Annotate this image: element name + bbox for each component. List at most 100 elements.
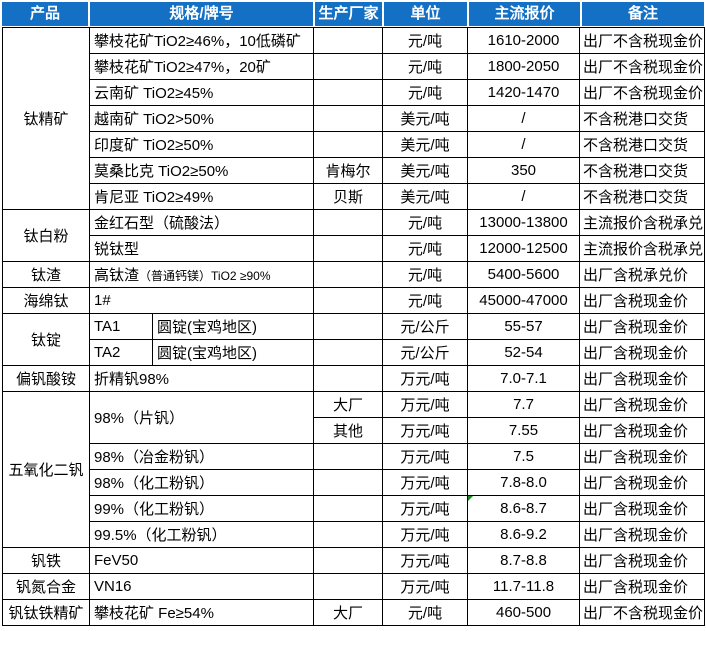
price-cell: 7.5	[467, 443, 581, 470]
unit-cell: 万元/吨	[382, 469, 469, 496]
maker-cell: 大厂	[313, 391, 384, 418]
product-cell: 钛渣	[2, 261, 90, 288]
note-cell: 出厂含税现金价	[579, 547, 706, 574]
note-cell: 主流报价含税承兑	[579, 235, 706, 262]
note-cell: 出厂不含税现金价	[579, 27, 706, 54]
product-cell: 海绵钛	[2, 287, 90, 314]
spec-cell: 印度矿 TiO2≥50%	[88, 131, 315, 158]
table-row: 五氧化二钒 98%（片钒） 大厂 万元/吨 7.7 出厂含税现金价	[2, 391, 706, 548]
price-cell: 45000-47000	[467, 287, 581, 314]
price-cell: 8.6-9.2	[467, 521, 581, 548]
unit-cell: 元/吨	[382, 79, 469, 106]
table-row: 钛渣 高钛渣（普通钙镁）TiO2 ≥90% 元/吨 5400-5600 出厂含税…	[2, 261, 706, 288]
header-spec: 规格/牌号	[90, 2, 313, 26]
note-cell: 出厂不含税现金价	[579, 53, 706, 80]
spec-cell: 99%（化工粉钒）	[88, 495, 315, 522]
spec-cell: 折精钒98%	[88, 365, 315, 392]
maker-cell	[313, 469, 384, 496]
table-row: 偏钒酸铵 折精钒98% 万元/吨 7.0-7.1 出厂含税现金价	[2, 365, 706, 392]
unit-cell: 万元/吨	[382, 573, 469, 600]
maker-cell: 肯梅尔	[313, 157, 384, 184]
price-cell: 7.7	[467, 391, 581, 418]
note-cell: 不含税港口交货	[579, 105, 706, 132]
spec-cell: FeV50	[88, 547, 315, 574]
spec-cell: 98%（片钒）	[88, 391, 315, 444]
price-cell: 13000-13800	[467, 209, 581, 236]
price-cell: 7.55	[467, 417, 581, 444]
maker-cell	[313, 131, 384, 158]
table-row: 攀枝花矿TiO2≥47%，20矿 元/吨 1800-2050 出厂不含税现金价	[3, 53, 706, 80]
table-row: 钒氮合金 VN16 万元/吨 11.7-11.8 出厂含税现金价	[2, 573, 706, 600]
spec-cell: 肯尼亚 TiO2≥49%	[88, 183, 315, 210]
price-table: 钛精矿 攀枝花矿TiO2≥46%，10低磷矿 元/吨 1610-2000 出厂不…	[2, 27, 706, 626]
table-row: 海绵钛 1# 元/吨 45000-47000 出厂含税现金价	[2, 287, 706, 314]
table-header-row: 产品 规格/牌号 生产厂家 单位 主流报价 备注	[2, 2, 704, 26]
table-row: 钒铁 FeV50 万元/吨 8.7-8.8 出厂含税现金价	[2, 547, 706, 574]
table-row: 印度矿 TiO2≥50% 美元/吨 / 不含税港口交货	[3, 131, 706, 158]
maker-cell	[313, 339, 384, 366]
price-cell: 11.7-11.8	[467, 573, 581, 600]
maker-cell	[313, 495, 384, 522]
price-cell: 8.6-8.7	[467, 495, 581, 522]
note-cell: 主流报价含税承兑	[579, 209, 706, 236]
unit-cell: 美元/吨	[382, 131, 469, 158]
table-row: 99%（化工粉钒） 万元/吨 8.6-8.7 出厂含税现金价	[3, 495, 706, 522]
note-cell: 出厂含税现金价	[579, 365, 706, 392]
note-cell: 出厂含税现金价	[579, 495, 706, 522]
note-cell: 出厂含税现金价	[579, 287, 706, 314]
maker-cell	[313, 287, 384, 314]
spec-cell: 98%（化工粉钒）	[88, 469, 315, 496]
unit-cell: 元/吨	[382, 235, 469, 262]
table-row: 云南矿 TiO2≥45% 元/吨 1420-1470 出厂不含税现金价	[3, 79, 706, 106]
table-row: 99.5%（化工粉钒） 万元/吨 8.6-9.2 出厂含税现金价	[3, 521, 706, 548]
price-cell: 1800-2050	[467, 53, 581, 80]
price-cell: 8.7-8.8	[467, 547, 581, 574]
unit-cell: 元/吨	[382, 599, 469, 626]
header-product: 产品	[2, 2, 88, 26]
table-row: 钛精矿 攀枝花矿TiO2≥46%，10低磷矿 元/吨 1610-2000 出厂不…	[2, 27, 706, 210]
note-cell: 出厂含税现金价	[579, 521, 706, 548]
unit-cell: 万元/吨	[382, 547, 469, 574]
maker-cell	[313, 573, 384, 600]
note-cell: 出厂含税现金价	[579, 417, 706, 444]
spec-cell: 金红石型（硫酸法）	[88, 209, 315, 236]
price-table-sheet: 产品 规格/牌号 生产厂家 单位 主流报价 备注 钛精矿 攀枝花矿TiO2≥46…	[2, 2, 706, 626]
table-row: 锐钛型 元/吨 12000-12500 主流报价含税承兑	[3, 235, 706, 262]
price-cell: 1610-2000	[467, 27, 581, 54]
table-row: 钛锭 TA1 圆锭(宝鸡地区) 元/公斤 55-57 出厂含税现金价	[2, 313, 706, 366]
unit-cell: 元/吨	[382, 53, 469, 80]
comment-marker-icon	[468, 496, 474, 501]
unit-cell: 美元/吨	[382, 157, 469, 184]
note-cell: 出厂不含税现金价	[579, 79, 706, 106]
price-cell: 7.0-7.1	[467, 365, 581, 392]
unit-cell: 万元/吨	[382, 417, 469, 444]
price-cell: 460-500	[467, 599, 581, 626]
product-cell: 钒钛铁精矿	[2, 599, 90, 626]
maker-cell	[313, 313, 384, 340]
maker-cell	[313, 79, 384, 106]
price-cell: /	[467, 105, 581, 132]
header-note: 备注	[582, 2, 704, 26]
note-cell: 出厂不含税现金价	[579, 599, 706, 626]
note-cell: 不含税港口交货	[579, 131, 706, 158]
spec-cell: 高钛渣（普通钙镁）TiO2 ≥90%	[88, 261, 315, 288]
table-row: 98%（冶金粉钒） 万元/吨 7.5 出厂含税现金价	[3, 443, 706, 470]
spec-cell: 越南矿 TiO2>50%	[88, 105, 315, 132]
unit-cell: 元/吨	[382, 261, 469, 288]
table-row: 钛白粉 金红石型（硫酸法） 元/吨 13000-13800 主流报价含税承兑	[2, 209, 706, 262]
price-cell: 7.8-8.0	[467, 469, 581, 496]
unit-cell: 万元/吨	[382, 391, 469, 418]
spec-main: 高钛渣	[94, 267, 140, 284]
unit-cell: 万元/吨	[382, 443, 469, 470]
unit-cell: 元/公斤	[382, 313, 469, 340]
unit-cell: 万元/吨	[382, 521, 469, 548]
unit-cell: 美元/吨	[382, 183, 469, 210]
price-cell: 350	[467, 157, 581, 184]
spec-cell: 1#	[88, 287, 315, 314]
maker-cell	[313, 209, 384, 236]
spec-cell: 攀枝花矿 Fe≥54%	[88, 599, 315, 626]
maker-cell	[313, 105, 384, 132]
product-cell: 钛锭	[2, 313, 90, 366]
header-price: 主流报价	[469, 2, 580, 26]
note-cell: 不含税港口交货	[579, 183, 706, 210]
